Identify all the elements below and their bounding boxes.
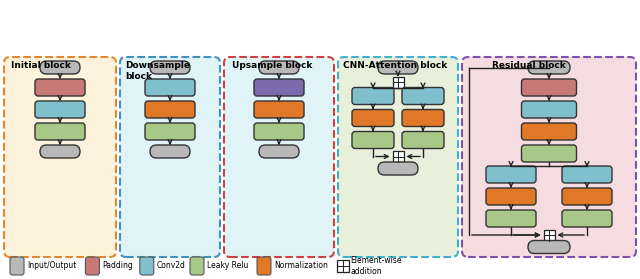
Text: Upsample block: Upsample block	[232, 61, 312, 70]
FancyBboxPatch shape	[35, 79, 85, 96]
Text: Initial block: Initial block	[11, 61, 71, 70]
FancyBboxPatch shape	[140, 257, 154, 275]
FancyBboxPatch shape	[522, 79, 577, 96]
Text: Element-wise
addition: Element-wise addition	[351, 256, 402, 276]
FancyBboxPatch shape	[528, 61, 570, 74]
FancyBboxPatch shape	[486, 210, 536, 227]
FancyBboxPatch shape	[35, 123, 85, 140]
FancyBboxPatch shape	[10, 257, 24, 275]
Text: Input/Output: Input/Output	[27, 261, 76, 271]
FancyBboxPatch shape	[402, 88, 444, 105]
FancyBboxPatch shape	[402, 131, 444, 148]
FancyBboxPatch shape	[522, 123, 577, 140]
FancyBboxPatch shape	[4, 57, 116, 257]
FancyBboxPatch shape	[85, 257, 99, 275]
FancyBboxPatch shape	[522, 101, 577, 118]
FancyBboxPatch shape	[402, 109, 444, 126]
Text: Leaky Relu: Leaky Relu	[207, 261, 248, 271]
FancyBboxPatch shape	[378, 162, 418, 175]
FancyBboxPatch shape	[224, 57, 334, 257]
FancyBboxPatch shape	[562, 166, 612, 183]
FancyBboxPatch shape	[486, 188, 536, 205]
FancyBboxPatch shape	[338, 57, 458, 257]
FancyBboxPatch shape	[486, 166, 536, 183]
Bar	[392, 76, 403, 88]
Bar	[543, 230, 554, 240]
Text: Conv2d: Conv2d	[157, 261, 186, 271]
FancyBboxPatch shape	[35, 101, 85, 118]
FancyBboxPatch shape	[352, 88, 394, 105]
Text: Residual block: Residual block	[492, 61, 566, 70]
FancyBboxPatch shape	[562, 188, 612, 205]
FancyBboxPatch shape	[190, 257, 204, 275]
FancyBboxPatch shape	[145, 123, 195, 140]
FancyBboxPatch shape	[150, 61, 190, 74]
FancyBboxPatch shape	[120, 57, 220, 257]
FancyBboxPatch shape	[259, 61, 299, 74]
FancyBboxPatch shape	[254, 123, 304, 140]
FancyBboxPatch shape	[462, 57, 636, 257]
FancyBboxPatch shape	[150, 145, 190, 158]
Bar	[392, 151, 403, 162]
FancyBboxPatch shape	[145, 79, 195, 96]
FancyBboxPatch shape	[40, 61, 80, 74]
FancyBboxPatch shape	[352, 131, 394, 148]
FancyBboxPatch shape	[522, 145, 577, 162]
FancyBboxPatch shape	[562, 210, 612, 227]
Bar	[337, 260, 349, 272]
FancyBboxPatch shape	[145, 101, 195, 118]
FancyBboxPatch shape	[352, 109, 394, 126]
FancyBboxPatch shape	[254, 101, 304, 118]
FancyBboxPatch shape	[40, 145, 80, 158]
FancyBboxPatch shape	[528, 240, 570, 254]
Text: Normalization: Normalization	[274, 261, 328, 271]
FancyBboxPatch shape	[378, 61, 418, 74]
Text: Downsample
block: Downsample block	[125, 61, 190, 81]
Text: CNN-Attention block: CNN-Attention block	[343, 61, 447, 70]
FancyBboxPatch shape	[259, 145, 299, 158]
FancyBboxPatch shape	[254, 79, 304, 96]
FancyBboxPatch shape	[257, 257, 271, 275]
Text: Padding: Padding	[102, 261, 133, 271]
